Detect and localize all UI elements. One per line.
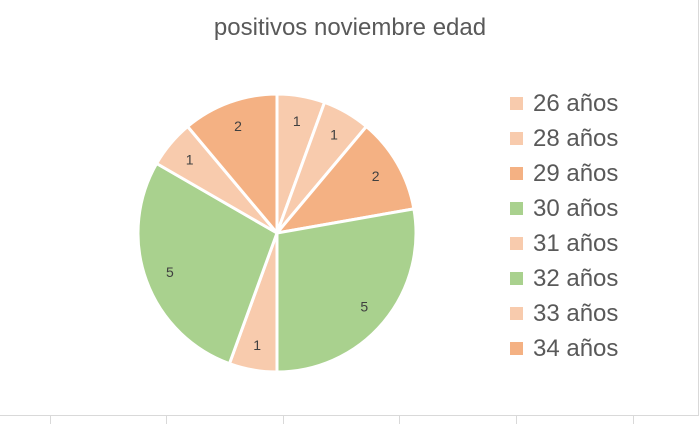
data-label-4: 1 bbox=[253, 337, 261, 353]
chart-area bbox=[0, 0, 699, 416]
legend-label: 33 años bbox=[533, 299, 619, 327]
legend-swatch bbox=[510, 307, 523, 320]
data-label-6: 1 bbox=[186, 152, 194, 168]
data-label-5: 5 bbox=[166, 264, 174, 280]
legend-label: 32 años bbox=[533, 264, 619, 292]
legend-item-5: 32 años bbox=[510, 261, 618, 296]
legend: 26 años 28 años 29 años 30 años 31 años 32 añ… bbox=[510, 86, 618, 366]
legend-item-3: 30 años bbox=[510, 191, 618, 226]
legend-item-1: 28 años bbox=[510, 121, 618, 156]
legend-label: 28 años bbox=[533, 124, 619, 152]
legend-label: 26 años bbox=[533, 89, 619, 117]
data-label-2: 2 bbox=[372, 168, 380, 184]
legend-item-2: 29 años bbox=[510, 156, 618, 191]
legend-swatch bbox=[510, 342, 523, 355]
pie-slice-7 bbox=[185, 92, 279, 238]
data-label-7: 2 bbox=[234, 118, 242, 134]
legend-swatch bbox=[510, 272, 523, 285]
legend-label: 31 años bbox=[533, 229, 619, 257]
data-label-0: 1 bbox=[293, 113, 301, 129]
legend-label: 29 años bbox=[533, 159, 619, 187]
chart-title: positivos noviembre edad bbox=[213, 14, 487, 41]
legend-swatch bbox=[510, 237, 523, 250]
data-label-1: 1 bbox=[330, 126, 338, 142]
pie-slice-3 bbox=[275, 207, 418, 374]
pie-slice-2 bbox=[273, 124, 416, 236]
legend-label: 34 años bbox=[533, 334, 619, 362]
legend-swatch bbox=[510, 132, 523, 145]
legend-item-4: 31 años bbox=[510, 226, 618, 261]
legend-item-6: 33 años bbox=[510, 296, 618, 331]
legend-swatch bbox=[510, 202, 523, 215]
legend-label: 30 años bbox=[533, 194, 619, 222]
legend-swatch bbox=[510, 167, 523, 180]
legend-item-7: 34 años bbox=[510, 331, 618, 366]
legend-swatch bbox=[510, 97, 523, 110]
legend-item-0: 26 años bbox=[510, 86, 618, 121]
data-label-3: 5 bbox=[360, 298, 368, 314]
bottom-gridlines bbox=[0, 416, 700, 424]
